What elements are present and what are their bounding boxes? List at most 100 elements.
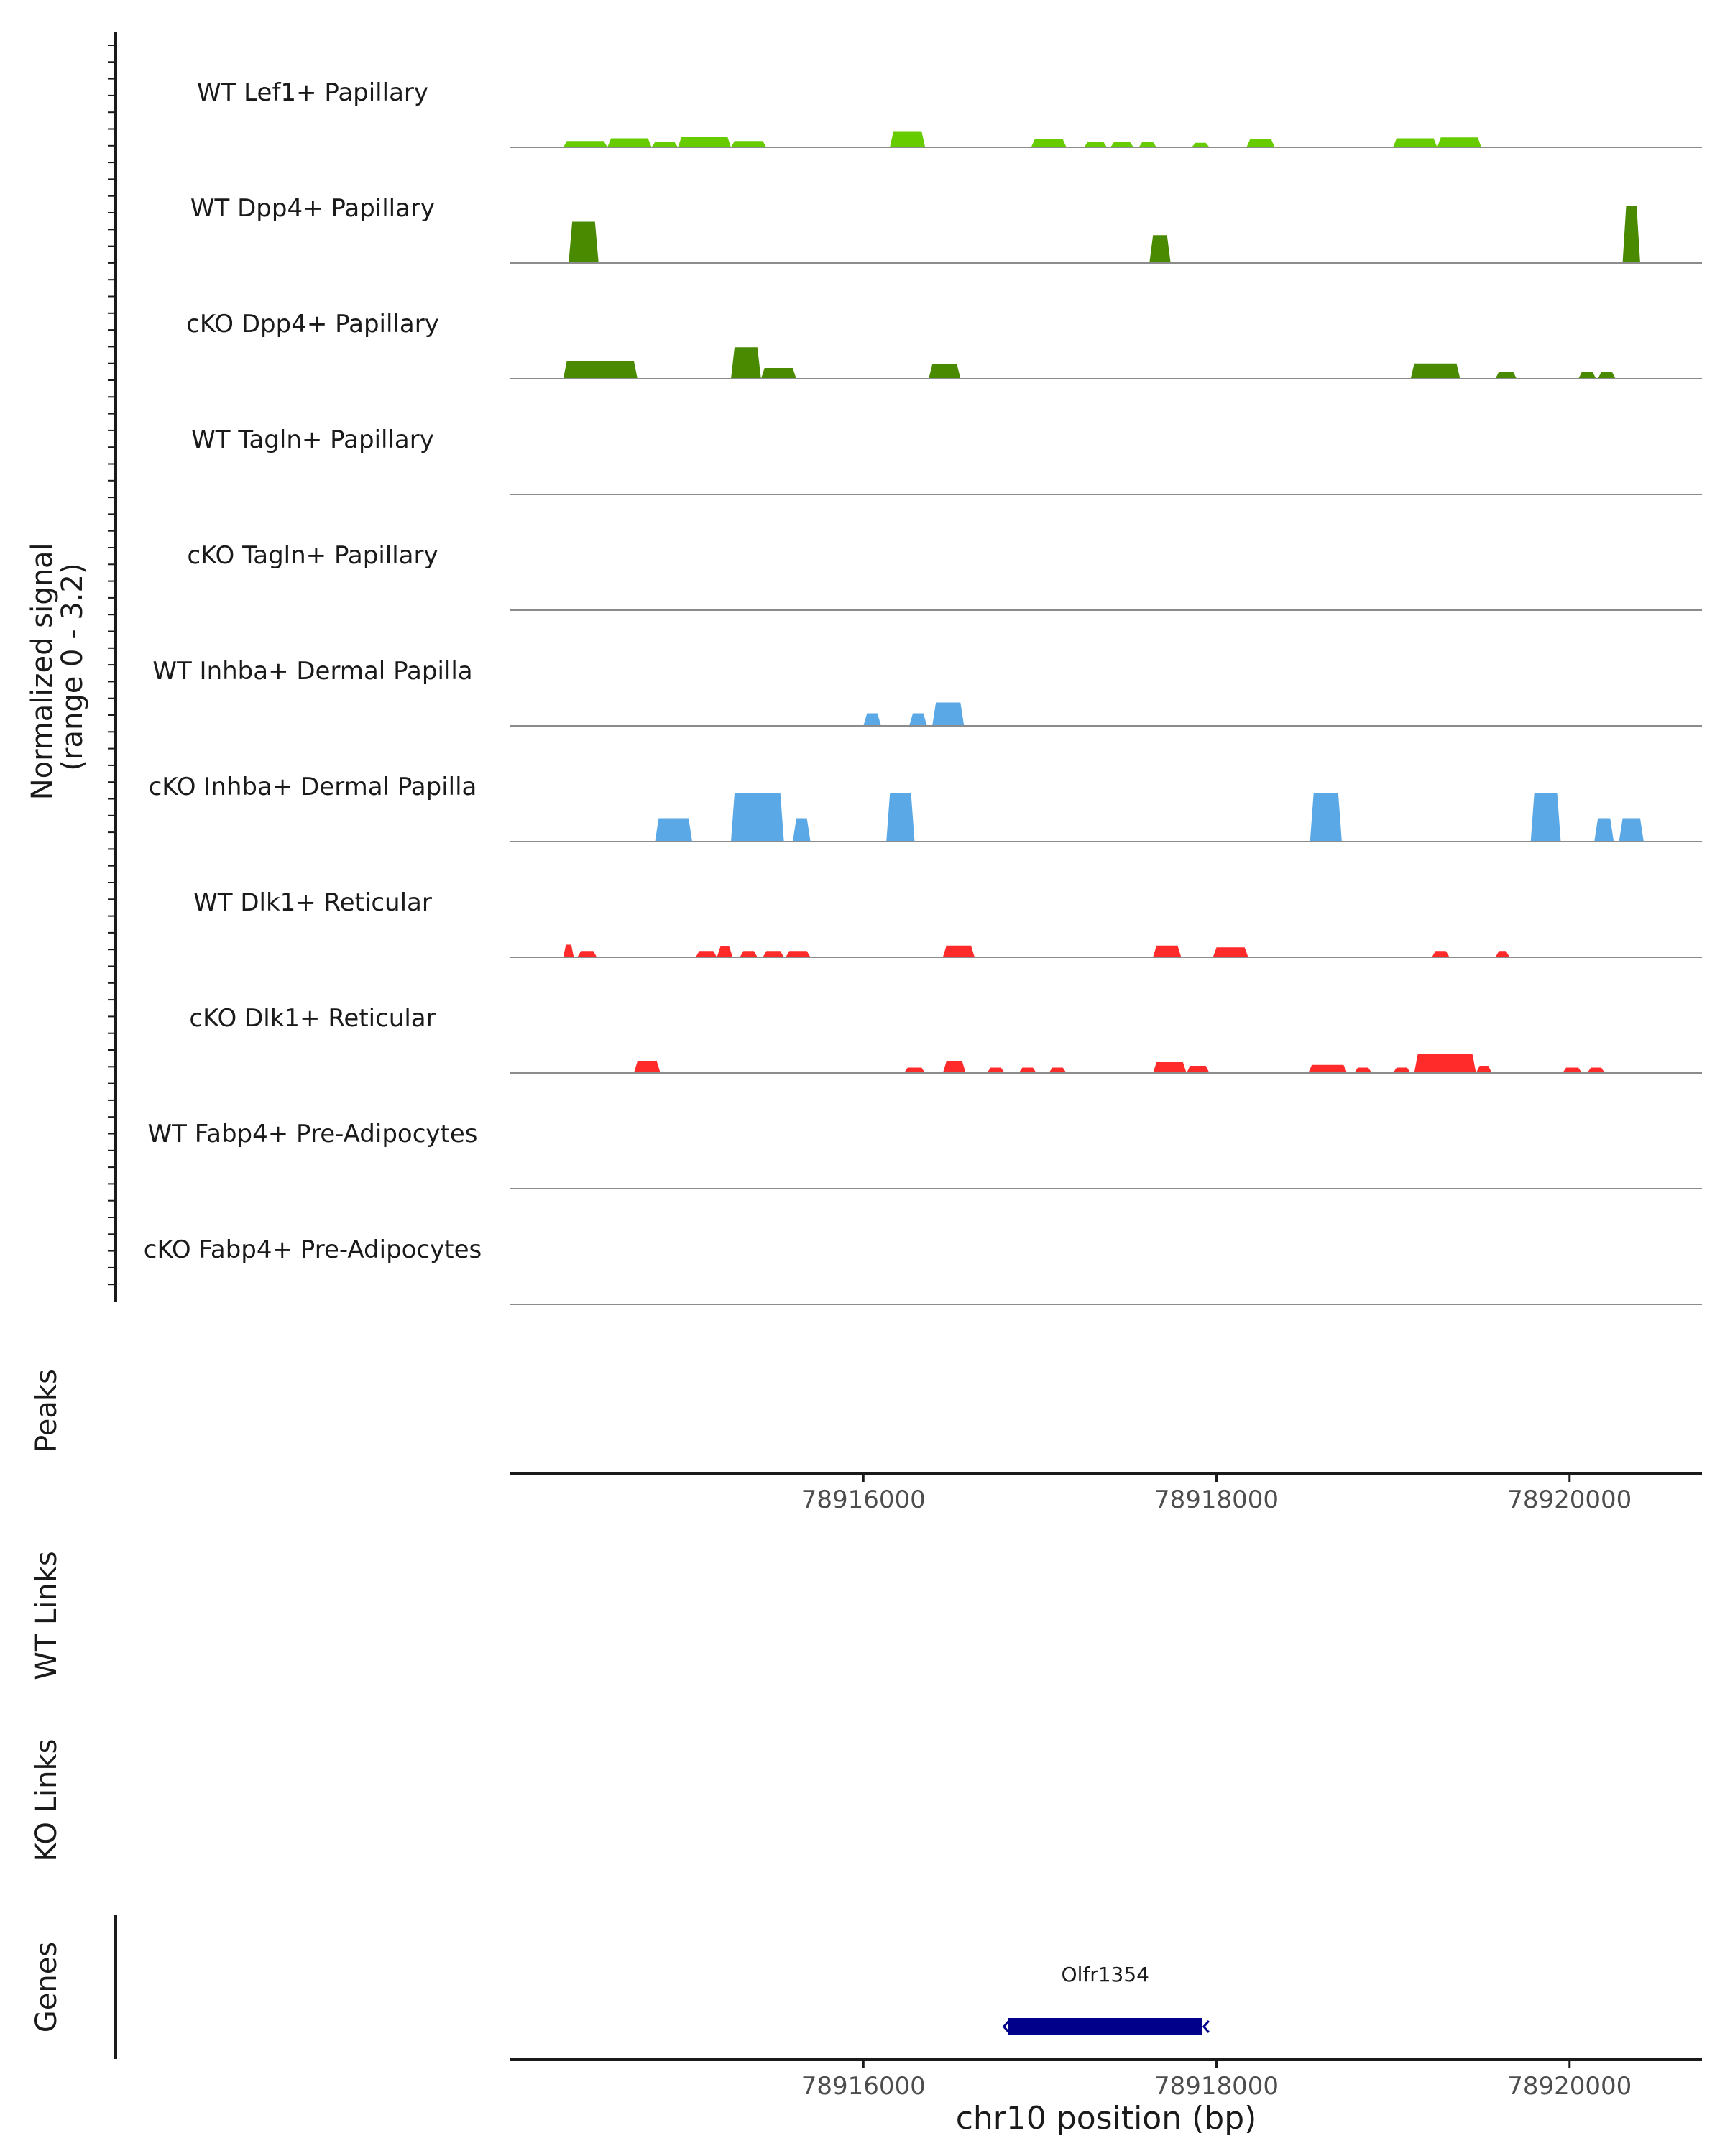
signal-peak [1310, 793, 1342, 842]
track-label: cKO Dlk1+ Reticular [189, 1004, 436, 1033]
track-label: cKO Tagln+ Papillary [187, 541, 438, 570]
signal-peak [563, 361, 638, 379]
signal-peak [607, 138, 652, 147]
signal-peak [1437, 137, 1481, 147]
track-label: WT Dlk1+ Reticular [193, 888, 432, 917]
signal-peak [1495, 951, 1510, 957]
signal-peak [890, 131, 926, 147]
track-4: WT Tagln+ Papillary [191, 425, 1702, 495]
track-label: WT Tagln+ Papillary [191, 425, 434, 454]
signal-ylabel: Normalized signal (range 0 - 3.2) [26, 534, 89, 801]
track-label: WT Fabp4+ Pre-Adipocytes [148, 1120, 478, 1148]
signal-peak [731, 793, 784, 842]
signal-peak [1410, 363, 1460, 379]
signal-peak [863, 713, 881, 726]
signal-peak [1084, 142, 1108, 147]
signal-peak [633, 1061, 661, 1073]
track-9: cKO Dlk1+ Reticular [189, 1004, 1702, 1074]
gene-name: Olfr1354 [1062, 1963, 1149, 1986]
signal-peak [1192, 142, 1210, 147]
signal-peak [577, 951, 597, 957]
signal-peak [1049, 1067, 1067, 1073]
signal-peak [1186, 1066, 1210, 1073]
wt-links-panel-label: WT Links [30, 1551, 63, 1680]
signal-peak [1213, 947, 1248, 957]
signal-peak [932, 702, 965, 726]
signal-ylabel-line2: (range 0 - 3.2) [56, 563, 89, 770]
track-label: WT Inhba+ Dermal Papilla [152, 657, 472, 686]
signal-peak [1149, 235, 1171, 263]
track-11: cKO Fabp4+ Pre-Adipocytes [144, 1235, 1702, 1305]
signal-peak [1432, 951, 1450, 957]
gene-body [1008, 2018, 1202, 2035]
signal-peak [1393, 1067, 1411, 1073]
x-tick-label: 78920000 [1507, 2072, 1632, 2101]
track-label: WT Lef1+ Papillary [197, 78, 428, 107]
genes-x-axis-ticks: 78916000 78918000 78920000 [801, 2060, 1632, 2101]
signal-peak [1110, 142, 1134, 147]
signal-peak [1578, 372, 1596, 379]
track-label: cKO Fabp4+ Pre-Adipocytes [144, 1235, 482, 1264]
signal-peak [987, 1067, 1005, 1073]
signal-peak [651, 142, 678, 147]
signal-peak [563, 944, 574, 957]
signal-peak [695, 951, 717, 957]
signal-peak [1031, 139, 1067, 147]
x-tick-label: 78916000 [801, 1485, 926, 1514]
signal-peak [1495, 372, 1517, 379]
signal-peak [886, 793, 915, 842]
x-tick-label: 78920000 [1507, 1485, 1632, 1514]
track-7: cKO Inhba+ Dermal Papilla [149, 773, 1702, 842]
strand-arrow [1002, 2020, 1010, 2033]
signal-peak [731, 347, 761, 379]
track-label: cKO Inhba+ Dermal Papilla [149, 773, 477, 801]
signal-peak [909, 713, 927, 726]
x-tick-label: 78918000 [1154, 2072, 1279, 2101]
signal-peak [569, 221, 599, 263]
signal-peak [942, 1061, 966, 1073]
x-axis-label: chr10 position (bp) [956, 2100, 1257, 2137]
signal-peak [1153, 945, 1182, 957]
track-label: cKO Dpp4+ Papillary [186, 310, 439, 338]
track-3: cKO Dpp4+ Papillary [186, 310, 1702, 379]
signal-peak [740, 951, 758, 957]
gene-annotations: Olfr1354 [1002, 1963, 1210, 2035]
ko-links-panel-label: KO Links [30, 1739, 63, 1862]
track-2: WT Dpp4+ Papillary [190, 194, 1702, 264]
signal-peak [1598, 372, 1616, 379]
signal-ylabel-line1: Normalized signal [26, 543, 59, 800]
signal-peak [760, 368, 796, 379]
peaks-x-axis-ticks: 78916000 78918000 78920000 [801, 1473, 1632, 1514]
signal-peak [763, 951, 784, 957]
track-1: WT Lef1+ Papillary [197, 78, 1702, 148]
signal-peak [1594, 818, 1614, 842]
signal-peak [1619, 818, 1644, 842]
signal-peak [929, 364, 961, 379]
signal-peak [1153, 1062, 1187, 1073]
signal-peak [1587, 1067, 1605, 1073]
peaks-panel-label: Peaks [30, 1369, 63, 1452]
signal-peak [1622, 206, 1640, 263]
signal-peak [717, 946, 733, 957]
track-8: WT Dlk1+ Reticular [193, 888, 1702, 958]
genes-panel-label: Genes [30, 1942, 63, 2032]
signal-peak [942, 945, 975, 957]
signal-peak [1354, 1067, 1372, 1073]
x-tick-label: 78918000 [1154, 1485, 1279, 1514]
signal-peak [655, 818, 692, 842]
signal-peak [563, 141, 608, 147]
track-label: WT Dpp4+ Papillary [190, 194, 435, 223]
track-5: cKO Tagln+ Papillary [187, 541, 1702, 611]
signal-tracks: WT Lef1+ Papillary WT Dpp4+ Papillary cKO … [144, 78, 1702, 1305]
signal-peak [1246, 139, 1275, 147]
signal-peak [1563, 1067, 1582, 1073]
track-10: WT Fabp4+ Pre-Adipocytes [148, 1120, 1702, 1189]
signal-y-axis-ticks [108, 45, 116, 1286]
signal-peak [1138, 142, 1156, 147]
strand-arrow [1202, 2020, 1210, 2033]
signal-peak [1393, 138, 1438, 147]
signal-peak [1308, 1064, 1348, 1073]
signal-peak [1414, 1054, 1476, 1073]
signal-peak [678, 137, 731, 147]
